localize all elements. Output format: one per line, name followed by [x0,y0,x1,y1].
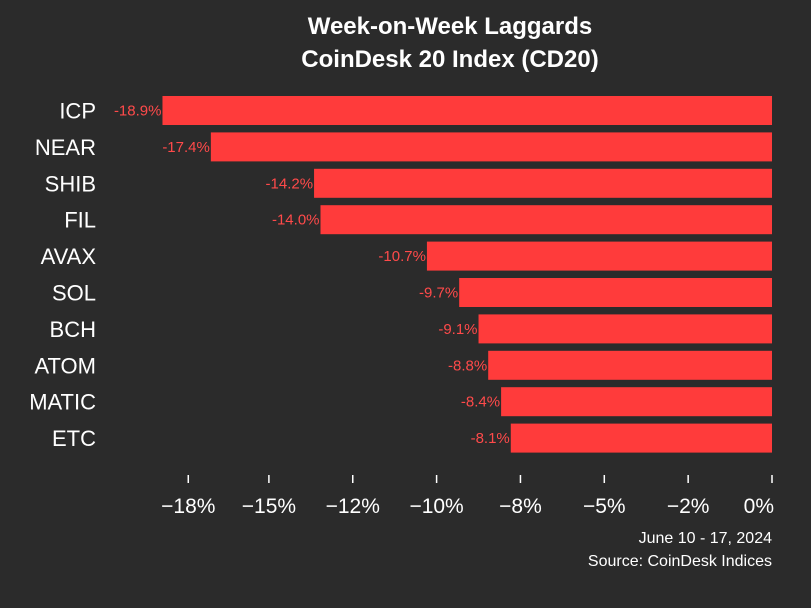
x-tick-label: −15% [242,495,296,518]
value-label-icp: -18.9% [114,103,162,120]
bar-etc [510,423,772,453]
bar-shib [314,168,772,198]
source-note: Source: CoinDesk Indices [588,553,772,570]
category-label-atom: ATOM [34,353,96,378]
value-label-fil: -14.0% [272,212,320,229]
category-label-near: NEAR [35,135,96,160]
x-tick-label: −12% [326,495,380,518]
date-range-note: June 10 - 17, 2024 [639,530,773,547]
x-tick-label: −8% [499,495,542,518]
category-label-sol: SOL [52,281,96,306]
category-label-icp: ICP [59,99,96,124]
bar-bch [478,314,772,344]
category-label-shib: SHIB [45,171,96,196]
value-label-avax: -10.7% [378,248,426,265]
x-tick-label: −5% [583,495,626,518]
value-label-bch: -9.1% [438,321,477,338]
category-label-avax: AVAX [41,244,97,269]
value-labels-group: -18.9% -17.4% -14.2% -14.0% -10.7% -9.7% -9.1%… [114,103,510,448]
value-label-near: -17.4% [162,139,210,156]
bar-avax [426,241,772,271]
x-tick-label: −10% [409,495,463,518]
bar-sol [459,278,772,307]
category-labels-group: ICP NEAR SHIB FIL AVAX SOL BCH ATOM MATIC ETC [29,99,96,452]
value-label-matic: -8.4% [461,394,500,411]
bars-group [162,96,773,453]
category-label-etc: ETC [52,426,96,451]
category-label-bch: BCH [50,317,96,342]
bar-atom [488,350,772,380]
value-label-sol: -9.7% [419,285,458,302]
value-label-atom: -8.8% [448,357,487,374]
chart-subtitle: CoinDesk 20 Index (CD20) [301,46,598,73]
category-label-matic: MATIC [29,390,96,415]
value-label-etc: -8.1% [471,430,510,447]
x-tick-label: 0% [744,495,774,518]
bar-fil [320,205,772,235]
bar-matic [501,387,772,417]
bar-near [210,132,773,162]
chart-title: Week-on-Week Laggards [308,13,593,40]
bar-icp [162,96,773,125]
x-tick-label: −18% [161,495,215,518]
x-tick-label: −2% [667,495,710,518]
value-label-shib: -14.2% [266,175,314,192]
category-label-fil: FIL [64,208,96,233]
x-axis: −18% −15% −12% −10% −8% −5% −2% 0% [161,475,774,518]
